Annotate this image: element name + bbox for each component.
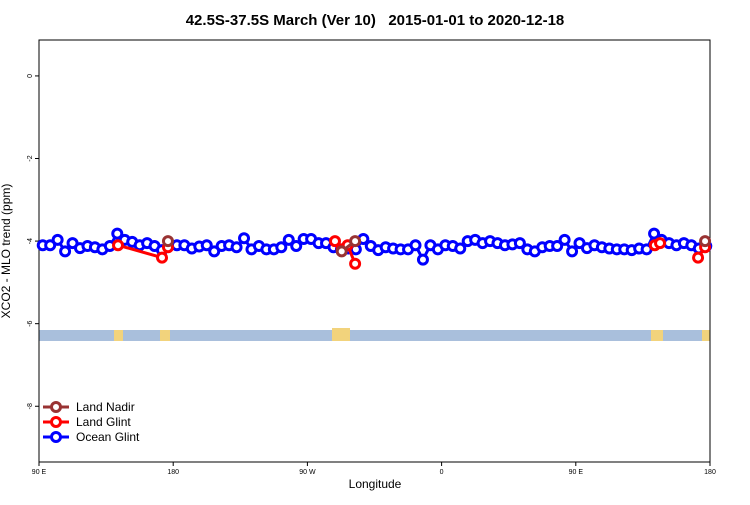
legend-marker — [50, 431, 62, 443]
x-axis-label: Longitude — [349, 477, 402, 491]
point — [112, 239, 125, 252]
point — [290, 240, 303, 253]
y-tick-label: -2 — [27, 155, 34, 161]
point — [161, 235, 174, 248]
land-strip — [114, 330, 123, 341]
land-strip — [651, 330, 663, 341]
point — [238, 232, 251, 245]
point — [648, 227, 661, 240]
point — [558, 233, 571, 246]
surface-strip — [39, 328, 710, 341]
point — [551, 240, 564, 253]
legend-label: Land Nadir — [76, 400, 135, 414]
y-tick-label: -4 — [27, 238, 34, 244]
point — [513, 237, 526, 250]
plot-frame — [38, 39, 711, 463]
point — [454, 242, 467, 255]
point — [328, 235, 341, 248]
x-tick-label: 0 — [440, 469, 444, 476]
chart-title: 42.5S-37.5S March (Ver 10) 2015-01-01 to… — [186, 12, 565, 29]
point — [335, 245, 348, 258]
point — [200, 239, 213, 252]
point — [275, 241, 288, 254]
legend-label: Land Glint — [76, 415, 131, 429]
legend-marker — [50, 401, 62, 413]
land-strip — [702, 330, 710, 341]
point — [409, 239, 422, 252]
point — [566, 245, 579, 258]
point — [349, 257, 362, 270]
x-tick-label: 90 E — [569, 469, 584, 476]
point — [111, 227, 124, 240]
ocean-strip — [39, 330, 710, 341]
point — [692, 251, 705, 264]
point — [416, 253, 429, 266]
point — [699, 235, 712, 248]
point — [654, 237, 667, 250]
x-tick-label: 90 W — [299, 469, 316, 476]
legend-marker — [50, 416, 62, 428]
y-tick-label: 0 — [27, 74, 34, 78]
point — [282, 233, 295, 246]
legend-label: Ocean Glint — [76, 430, 140, 444]
point — [230, 241, 243, 254]
point — [156, 251, 169, 264]
point — [208, 245, 221, 258]
land-strip — [332, 328, 350, 341]
land-strip — [160, 330, 170, 341]
y-tick-label: -8 — [27, 403, 34, 409]
x-tick-label: 180 — [167, 469, 179, 476]
y-tick-label: -6 — [27, 320, 34, 326]
point — [51, 233, 64, 246]
point — [59, 245, 72, 258]
x-tick-label: 90 E — [32, 469, 47, 476]
point — [349, 235, 362, 248]
x-tick-label: 180 — [704, 469, 716, 476]
point — [44, 239, 57, 252]
y-axis-label: XCO2 - MLO trend (ppm) — [0, 184, 13, 319]
